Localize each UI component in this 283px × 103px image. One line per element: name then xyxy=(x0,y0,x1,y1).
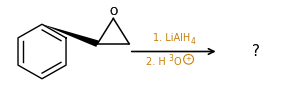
Text: O: O xyxy=(174,57,181,67)
Text: 3: 3 xyxy=(168,54,173,63)
Text: ?: ? xyxy=(252,44,260,59)
Text: 1. LiAlH: 1. LiAlH xyxy=(153,33,190,43)
Text: 4: 4 xyxy=(191,37,196,46)
Text: +: + xyxy=(186,56,192,62)
Polygon shape xyxy=(42,24,99,47)
Text: 2. H: 2. H xyxy=(146,57,166,67)
Text: O: O xyxy=(109,7,117,17)
Text: O: O xyxy=(109,7,117,17)
